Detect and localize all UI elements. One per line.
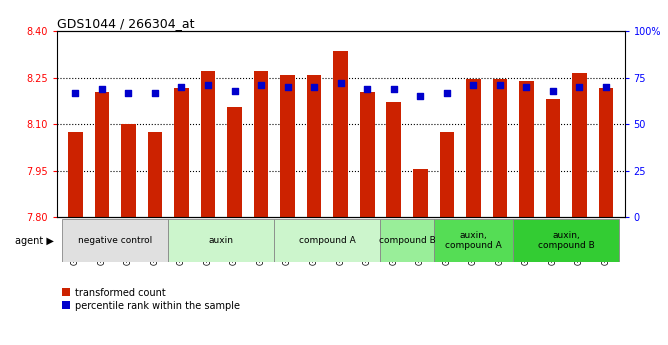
Bar (519, 81, 534, 217)
Bar (360, 91, 375, 217)
Bar (148, 132, 162, 217)
Point (521, 84, 532, 90)
Legend: transformed count, percentile rank within the sample: transformed count, percentile rank withi… (61, 288, 240, 311)
Point (388, 86, 399, 91)
Point (601, 84, 611, 90)
Bar (333, 51, 348, 217)
Bar (546, 99, 560, 217)
Bar (281, 75, 295, 217)
Bar (254, 71, 269, 217)
Bar (572, 73, 587, 217)
Point (442, 90, 452, 95)
Bar (307, 75, 321, 217)
Bar (200, 71, 215, 217)
Bar (62, 219, 168, 262)
Point (574, 84, 584, 90)
Text: auxin,
compound A: auxin, compound A (445, 231, 502, 250)
Bar (381, 219, 434, 262)
Point (362, 86, 373, 91)
Text: auxin: auxin (209, 236, 234, 245)
Point (283, 84, 293, 90)
Text: auxin,
compound B: auxin, compound B (538, 231, 595, 250)
Point (150, 90, 160, 95)
Point (123, 90, 134, 95)
Point (335, 80, 346, 86)
Bar (599, 89, 613, 217)
Point (70, 90, 81, 95)
Point (494, 82, 505, 88)
Bar (492, 79, 507, 217)
Text: compound A: compound A (299, 236, 356, 245)
Bar (513, 219, 619, 262)
Bar (387, 102, 401, 217)
Point (176, 84, 187, 90)
Point (97, 86, 108, 91)
Bar (227, 107, 242, 217)
Bar (174, 89, 189, 217)
Bar (413, 169, 428, 217)
Bar (95, 91, 109, 217)
Text: GDS1044 / 266304_at: GDS1044 / 266304_at (57, 17, 194, 30)
Text: agent ▶: agent ▶ (15, 236, 53, 246)
Point (229, 88, 240, 93)
Point (415, 93, 426, 99)
Bar (68, 132, 83, 217)
Text: compound B: compound B (379, 236, 436, 245)
Text: negative control: negative control (78, 236, 152, 245)
Bar (275, 219, 381, 262)
Point (256, 82, 267, 88)
Bar (440, 132, 454, 217)
Point (548, 88, 558, 93)
Bar (434, 219, 513, 262)
Point (309, 84, 319, 90)
Point (468, 82, 479, 88)
Bar (168, 219, 275, 262)
Bar (466, 79, 481, 217)
Point (202, 82, 213, 88)
Bar (121, 124, 136, 217)
